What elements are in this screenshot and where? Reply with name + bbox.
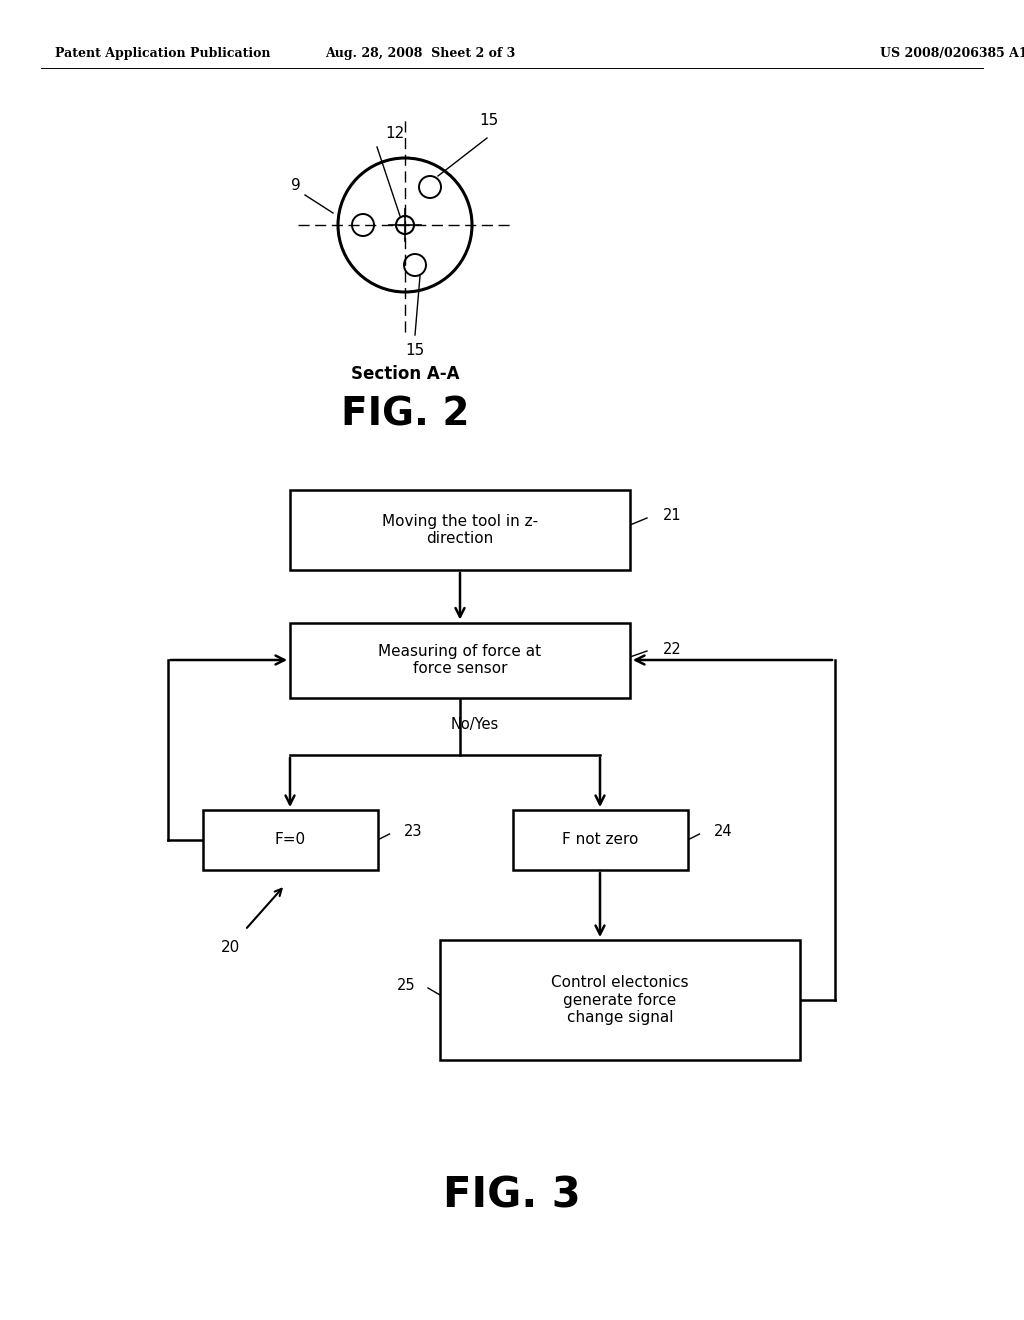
Text: F not zero: F not zero	[562, 833, 638, 847]
Text: 15: 15	[406, 343, 425, 358]
Text: 20: 20	[220, 940, 240, 956]
Bar	[290, 490, 630, 570]
Text: 25: 25	[396, 978, 415, 993]
Text: US 2008/0206385 A1: US 2008/0206385 A1	[880, 46, 1024, 59]
Text: 22: 22	[663, 642, 682, 656]
Bar	[290, 623, 630, 697]
Bar	[440, 940, 800, 1060]
Text: Section A-A: Section A-A	[351, 366, 459, 383]
Text: FIG. 3: FIG. 3	[443, 1173, 581, 1216]
Text: Measuring of force at
force sensor: Measuring of force at force sensor	[379, 644, 542, 676]
Text: Patent Application Publication: Patent Application Publication	[55, 46, 270, 59]
Text: 24: 24	[714, 825, 732, 840]
Bar	[512, 810, 687, 870]
Text: Moving the tool in z-
direction: Moving the tool in z- direction	[382, 513, 538, 546]
Text: FIG. 2: FIG. 2	[341, 395, 469, 433]
Text: 15: 15	[479, 114, 499, 128]
Text: 12: 12	[385, 125, 404, 141]
Text: No/Yes: No/Yes	[451, 718, 499, 733]
Text: Control electonics
generate force
change signal: Control electonics generate force change…	[551, 975, 689, 1024]
Text: 9: 9	[291, 178, 301, 193]
Text: Aug. 28, 2008  Sheet 2 of 3: Aug. 28, 2008 Sheet 2 of 3	[325, 46, 515, 59]
Text: 23: 23	[403, 825, 422, 840]
Text: F=0: F=0	[274, 833, 305, 847]
Bar	[203, 810, 378, 870]
Text: 21: 21	[663, 508, 682, 524]
